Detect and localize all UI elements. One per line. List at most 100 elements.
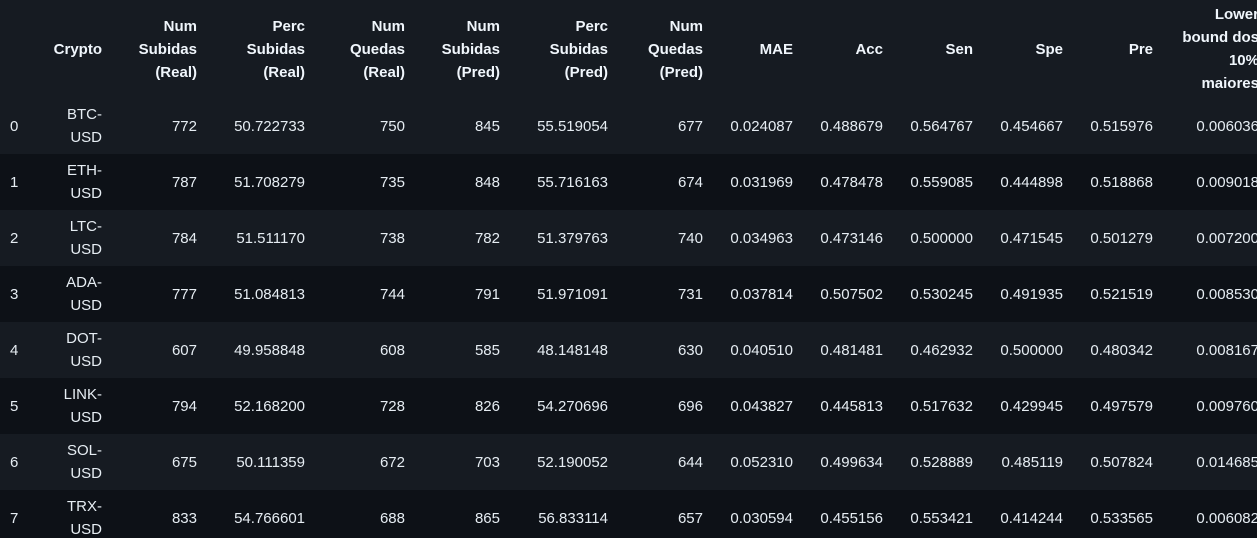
cell-perc-subidas-real: 50.722733 bbox=[234, 117, 305, 135]
cell-num-subidas-pred: 703 bbox=[474, 453, 500, 471]
row-index: 5 bbox=[10, 397, 19, 415]
cell-spe: 0.454667 bbox=[1000, 117, 1063, 135]
column-header-line: Subidas bbox=[549, 40, 608, 58]
cell-num-quedas-pred: 740 bbox=[677, 229, 703, 247]
cell-num-subidas-real: 777 bbox=[171, 285, 197, 303]
cell-pre: 0.515976 bbox=[1090, 117, 1153, 135]
crypto-cell: DOT- USD bbox=[28, 322, 110, 378]
cell-perc-subidas-pred: 55.519054 bbox=[537, 117, 608, 135]
cell-perc-subidas-pred: 56.833114 bbox=[538, 509, 608, 527]
cell-pre: 0.480342 bbox=[1090, 341, 1153, 359]
column-header-line: (Pred) bbox=[564, 63, 608, 81]
header-row: Crypto Num Subidas (Real) Perc Subidas (Real) N… bbox=[0, 0, 1257, 98]
cell-perc-subidas-pred: 55.716163 bbox=[537, 173, 608, 191]
crypto-cell: SOL- USD bbox=[28, 434, 110, 490]
cell-perc-subidas-real: 52.168200 bbox=[234, 397, 305, 415]
cell-perc-subidas-pred: 54.270696 bbox=[537, 397, 608, 415]
cell-lower-bound: 0.009760 bbox=[1196, 397, 1257, 415]
column-header-spe: Spe bbox=[981, 0, 1071, 98]
column-header-num-subidas-real: Num Subidas (Real) bbox=[110, 0, 205, 98]
table-row: 4 DOT- USD 607 49.958848 608 585 48.148148 630 0.… bbox=[0, 322, 1257, 378]
crypto-label-part: USD bbox=[70, 129, 102, 146]
crypto-cell: BTC- USD bbox=[28, 98, 110, 154]
column-header-line: (Real) bbox=[263, 63, 305, 81]
crypto-label-part: USD bbox=[70, 297, 102, 314]
row-index: 1 bbox=[10, 173, 19, 191]
cell-mae: 0.031969 bbox=[730, 173, 793, 191]
cell-spe: 0.500000 bbox=[1000, 341, 1063, 359]
column-header-line: Subidas bbox=[246, 40, 305, 58]
table-row: 7 TRX- USD 833 54.766601 688 865 56.833114 657 0.… bbox=[0, 490, 1257, 538]
column-header-line: Num bbox=[371, 17, 405, 35]
column-header-line: (Pred) bbox=[456, 63, 500, 81]
crypto-label-part: USD bbox=[70, 241, 102, 258]
cell-lower-bound: 0.009018 bbox=[1196, 173, 1257, 191]
column-header-line: Num bbox=[669, 17, 703, 35]
crypto-label-part: TRX- bbox=[67, 498, 102, 515]
crypto-label-part: ETH- bbox=[67, 162, 102, 179]
table-row: 1 ETH- USD 787 51.708279 735 848 55.716163 674 0.… bbox=[0, 154, 1257, 210]
column-header-num-quedas-real: Num Quedas (Real) bbox=[313, 0, 413, 98]
cell-mae: 0.043827 bbox=[730, 397, 793, 415]
cell-num-quedas-real: 728 bbox=[379, 397, 405, 415]
cell-sen: 0.530245 bbox=[910, 285, 973, 303]
crypto-cell: LTC- USD bbox=[28, 210, 110, 266]
table-row: 5 LINK- USD 794 52.168200 728 826 54.270696 696 0… bbox=[0, 378, 1257, 434]
column-header-line: Pre bbox=[1128, 40, 1153, 58]
cell-num-quedas-real: 608 bbox=[379, 341, 405, 359]
column-header-line: Perc bbox=[272, 17, 305, 35]
crypto-label-part: USD bbox=[70, 353, 102, 370]
column-header-mae: MAE bbox=[711, 0, 801, 98]
cell-acc: 0.478478 bbox=[820, 173, 883, 191]
crypto-cell: LINK- USD bbox=[28, 378, 110, 434]
cell-num-subidas-pred: 845 bbox=[474, 117, 500, 135]
cell-num-quedas-pred: 630 bbox=[677, 341, 703, 359]
cell-acc: 0.455156 bbox=[820, 509, 883, 527]
column-header-line: Perc bbox=[575, 17, 608, 35]
column-header-line: Subidas bbox=[138, 40, 197, 58]
cell-sen: 0.500000 bbox=[910, 229, 973, 247]
column-header-line: Sen bbox=[945, 40, 973, 58]
cell-acc: 0.445813 bbox=[820, 397, 883, 415]
column-header-line: (Real) bbox=[155, 63, 197, 81]
column-header-num-quedas-pred: Num Quedas (Pred) bbox=[616, 0, 711, 98]
cell-num-quedas-pred: 644 bbox=[677, 453, 703, 471]
column-header-line: Num bbox=[163, 17, 197, 35]
cell-num-quedas-pred: 696 bbox=[677, 397, 703, 415]
cell-num-subidas-pred: 848 bbox=[474, 173, 500, 191]
column-header-line: (Real) bbox=[363, 63, 405, 81]
cell-lower-bound: 0.006082 bbox=[1196, 509, 1257, 527]
cell-pre: 0.521519 bbox=[1090, 285, 1153, 303]
cell-perc-subidas-real: 54.766601 bbox=[234, 509, 305, 527]
row-index: 3 bbox=[10, 285, 19, 303]
cell-num-quedas-real: 750 bbox=[379, 117, 405, 135]
cell-perc-subidas-real: 51.708279 bbox=[234, 173, 305, 191]
cell-perc-subidas-real: 51.084813 bbox=[234, 285, 305, 303]
cell-sen: 0.528889 bbox=[910, 453, 973, 471]
crypto-cell: ADA- USD bbox=[28, 266, 110, 322]
crypto-label-part: USD bbox=[70, 185, 102, 202]
cell-perc-subidas-real: 50.111359 bbox=[236, 453, 305, 471]
crypto-label-part: USD bbox=[70, 409, 102, 426]
cell-perc-subidas-pred: 51.379763 bbox=[537, 229, 608, 247]
cell-mae: 0.024087 bbox=[730, 117, 793, 135]
column-header-line: MAE bbox=[759, 40, 793, 58]
cell-num-quedas-real: 744 bbox=[379, 285, 405, 303]
table-row: 2 LTC- USD 784 51.511170 738 782 51.379763 740 0.… bbox=[0, 210, 1257, 266]
column-header-line: maiores bbox=[1201, 75, 1257, 92]
cell-num-quedas-pred: 677 bbox=[677, 117, 703, 135]
cell-num-subidas-real: 784 bbox=[171, 229, 197, 247]
column-header-perc-subidas-pred: Perc Subidas (Pred) bbox=[508, 0, 616, 98]
column-header-line: Subidas bbox=[441, 40, 500, 58]
cell-sen: 0.462932 bbox=[910, 341, 973, 359]
table-row: 6 SOL- USD 675 50.111359 672 703 52.190052 644 0.… bbox=[0, 434, 1257, 490]
cell-num-subidas-real: 772 bbox=[171, 117, 197, 135]
cell-num-subidas-pred: 585 bbox=[474, 341, 500, 359]
cell-lower-bound: 0.007200 bbox=[1196, 229, 1257, 247]
cell-num-quedas-real: 738 bbox=[379, 229, 405, 247]
cell-mae: 0.037814 bbox=[730, 285, 793, 303]
cell-mae: 0.034963 bbox=[730, 229, 793, 247]
cell-num-quedas-pred: 731 bbox=[677, 285, 703, 303]
cell-spe: 0.414244 bbox=[1000, 509, 1063, 527]
cell-spe: 0.429945 bbox=[1000, 397, 1063, 415]
